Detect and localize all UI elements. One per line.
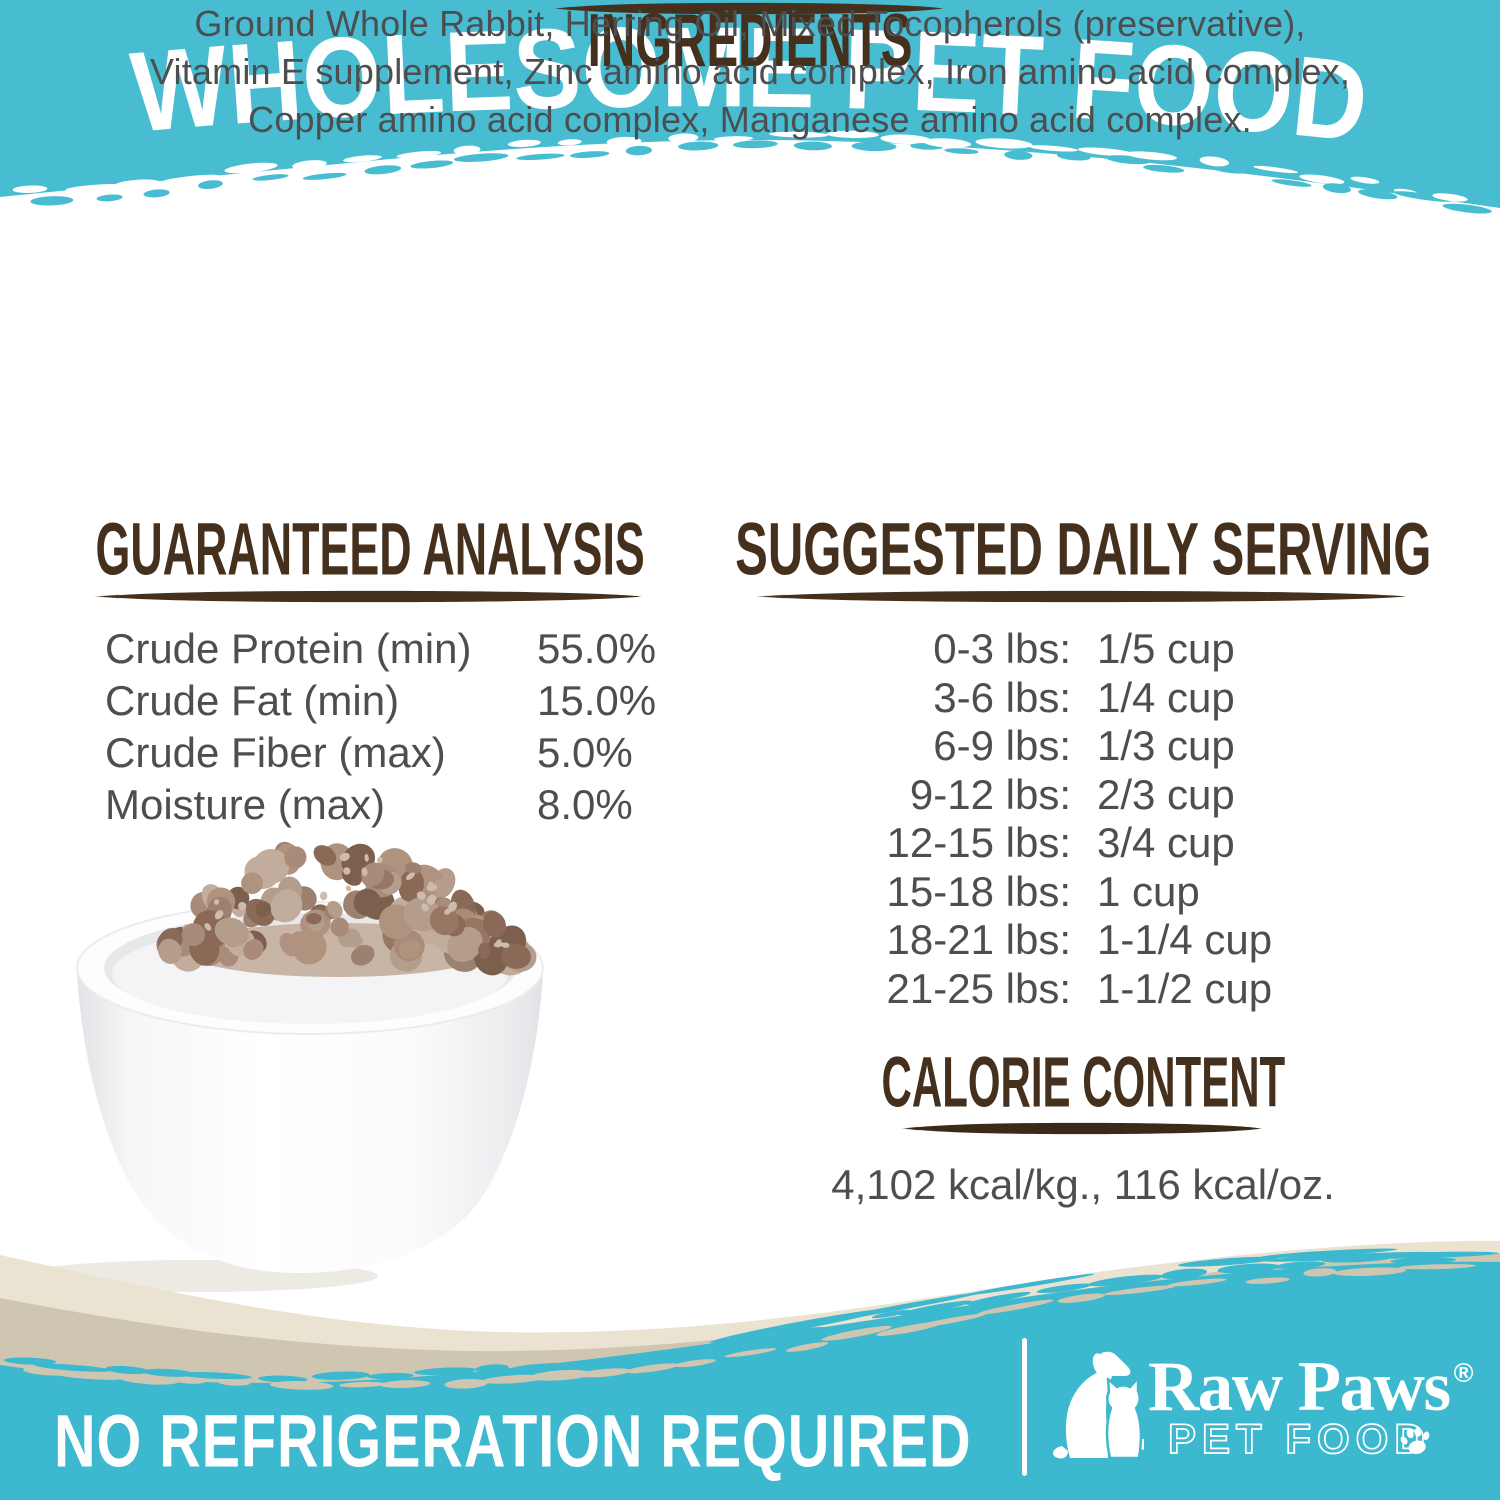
brush-stroke-icon	[902, 1122, 1262, 1135]
brand-subtitle: PET FOOD	[1167, 1415, 1431, 1462]
ingredients-line: Ground Whole Rabbit, Herring Oil, Mixed …	[194, 3, 1306, 44]
ingredients-line: Copper amino acid complex, Manganese ami…	[248, 99, 1252, 140]
header-banner: WHOLESOME PET FOOD	[0, 0, 1500, 214]
calorie-content-heading: CALORIE CONTENT	[881, 1042, 1285, 1122]
daily-serving-section: SUGGESTED DAILY SERVING 0-3 lbs: 1/5 cup…	[735, 508, 1431, 1013]
analysis-label: Moisture (max)	[105, 781, 386, 828]
pet-food-bowl-image	[38, 841, 544, 1292]
ingredients-underline	[0, 0, 1500, 17]
serving-range: 18-21 lbs:	[886, 916, 1071, 963]
analysis-label: Crude Fiber (max)	[105, 729, 446, 776]
ingredients-text: Ground Whole Rabbit, Herring Oil, Mixed …	[0, 0, 1500, 144]
analysis-value: 8.0%	[537, 781, 633, 828]
footer-brush-speckles	[3, 1248, 1499, 1390]
serving-amount: 1/5 cup	[1097, 625, 1235, 672]
guaranteed-analysis-underline	[60, 588, 680, 605]
serving-range: 0-3 lbs:	[933, 625, 1071, 672]
analysis-value: 55.0%	[537, 625, 657, 672]
serving-amount: 1 cup	[1097, 867, 1200, 915]
serving-amount: 1/3 cup	[1097, 722, 1235, 769]
calorie-content-text: 4,102 kcal/kg., 116 kcal/oz.	[831, 1161, 1335, 1208]
analysis-value: 15.0%	[537, 677, 657, 724]
brush-stroke-icon	[554, 2, 944, 15]
serving-range: 15-18 lbs:	[886, 867, 1071, 915]
dog-cat-icon	[1053, 1351, 1144, 1460]
daily-serving-table: 0-3 lbs: 1/5 cup 3-6 lbs: 1/4 cup 6-9 lb…	[748, 625, 1418, 1013]
analysis-label: Crude Fat (min)	[105, 677, 400, 724]
calorie-content-underline	[748, 1120, 1418, 1137]
serving-range: 9-12 lbs:	[909, 770, 1071, 818]
analysis-label: Crude Protein (min)	[105, 625, 472, 672]
daily-serving-heading: SUGGESTED DAILY SERVING	[734, 507, 1432, 591]
guaranteed-analysis-heading: GUARANTEED ANALYSIS	[95, 507, 645, 591]
calorie-content-section: CALORIE CONTENT 4,102 kcal/kg., 116 kcal…	[748, 1042, 1418, 1209]
ingredients-line: Vitamin E supplement, Zinc amino acid co…	[149, 51, 1351, 92]
header-brush-speckles	[12, 130, 1492, 214]
serving-range: 21-25 lbs:	[886, 964, 1071, 1012]
serving-range: 6-9 lbs:	[933, 722, 1071, 769]
registered-trademark: ®	[1453, 1358, 1474, 1388]
serving-amount: 1-1/2 cup	[1097, 964, 1273, 1012]
brush-stroke-icon	[94, 590, 642, 603]
guaranteed-analysis-section: GUARANTEED ANALYSIS Crude Protein (min) …	[60, 507, 680, 831]
serving-amount: 1/4 cup	[1097, 673, 1235, 721]
serving-range: 12-15 lbs:	[886, 819, 1071, 866]
serving-amount: 2/3 cup	[1097, 770, 1235, 818]
kibble-pile	[156, 841, 537, 976]
serving-amount: 3/4 cup	[1097, 819, 1235, 866]
paw-print-icon	[1400, 1427, 1430, 1454]
footer-divider	[1022, 1338, 1027, 1476]
analysis-value: 5.0%	[537, 729, 633, 776]
serving-range: 3-6 lbs:	[933, 673, 1071, 721]
bowl-body	[77, 973, 543, 1273]
guaranteed-analysis-table: Crude Protein (min) 55.0% Crude Fat (min…	[60, 623, 680, 831]
daily-serving-underline	[748, 588, 1418, 605]
brush-stroke-icon	[755, 590, 1406, 603]
no-refrigeration-text: NO REFRIGERATION REQUIRED	[54, 1399, 972, 1483]
brand-name: Raw Paws	[1148, 1348, 1451, 1426]
serving-amount: 1-1/4 cup	[1097, 916, 1273, 963]
